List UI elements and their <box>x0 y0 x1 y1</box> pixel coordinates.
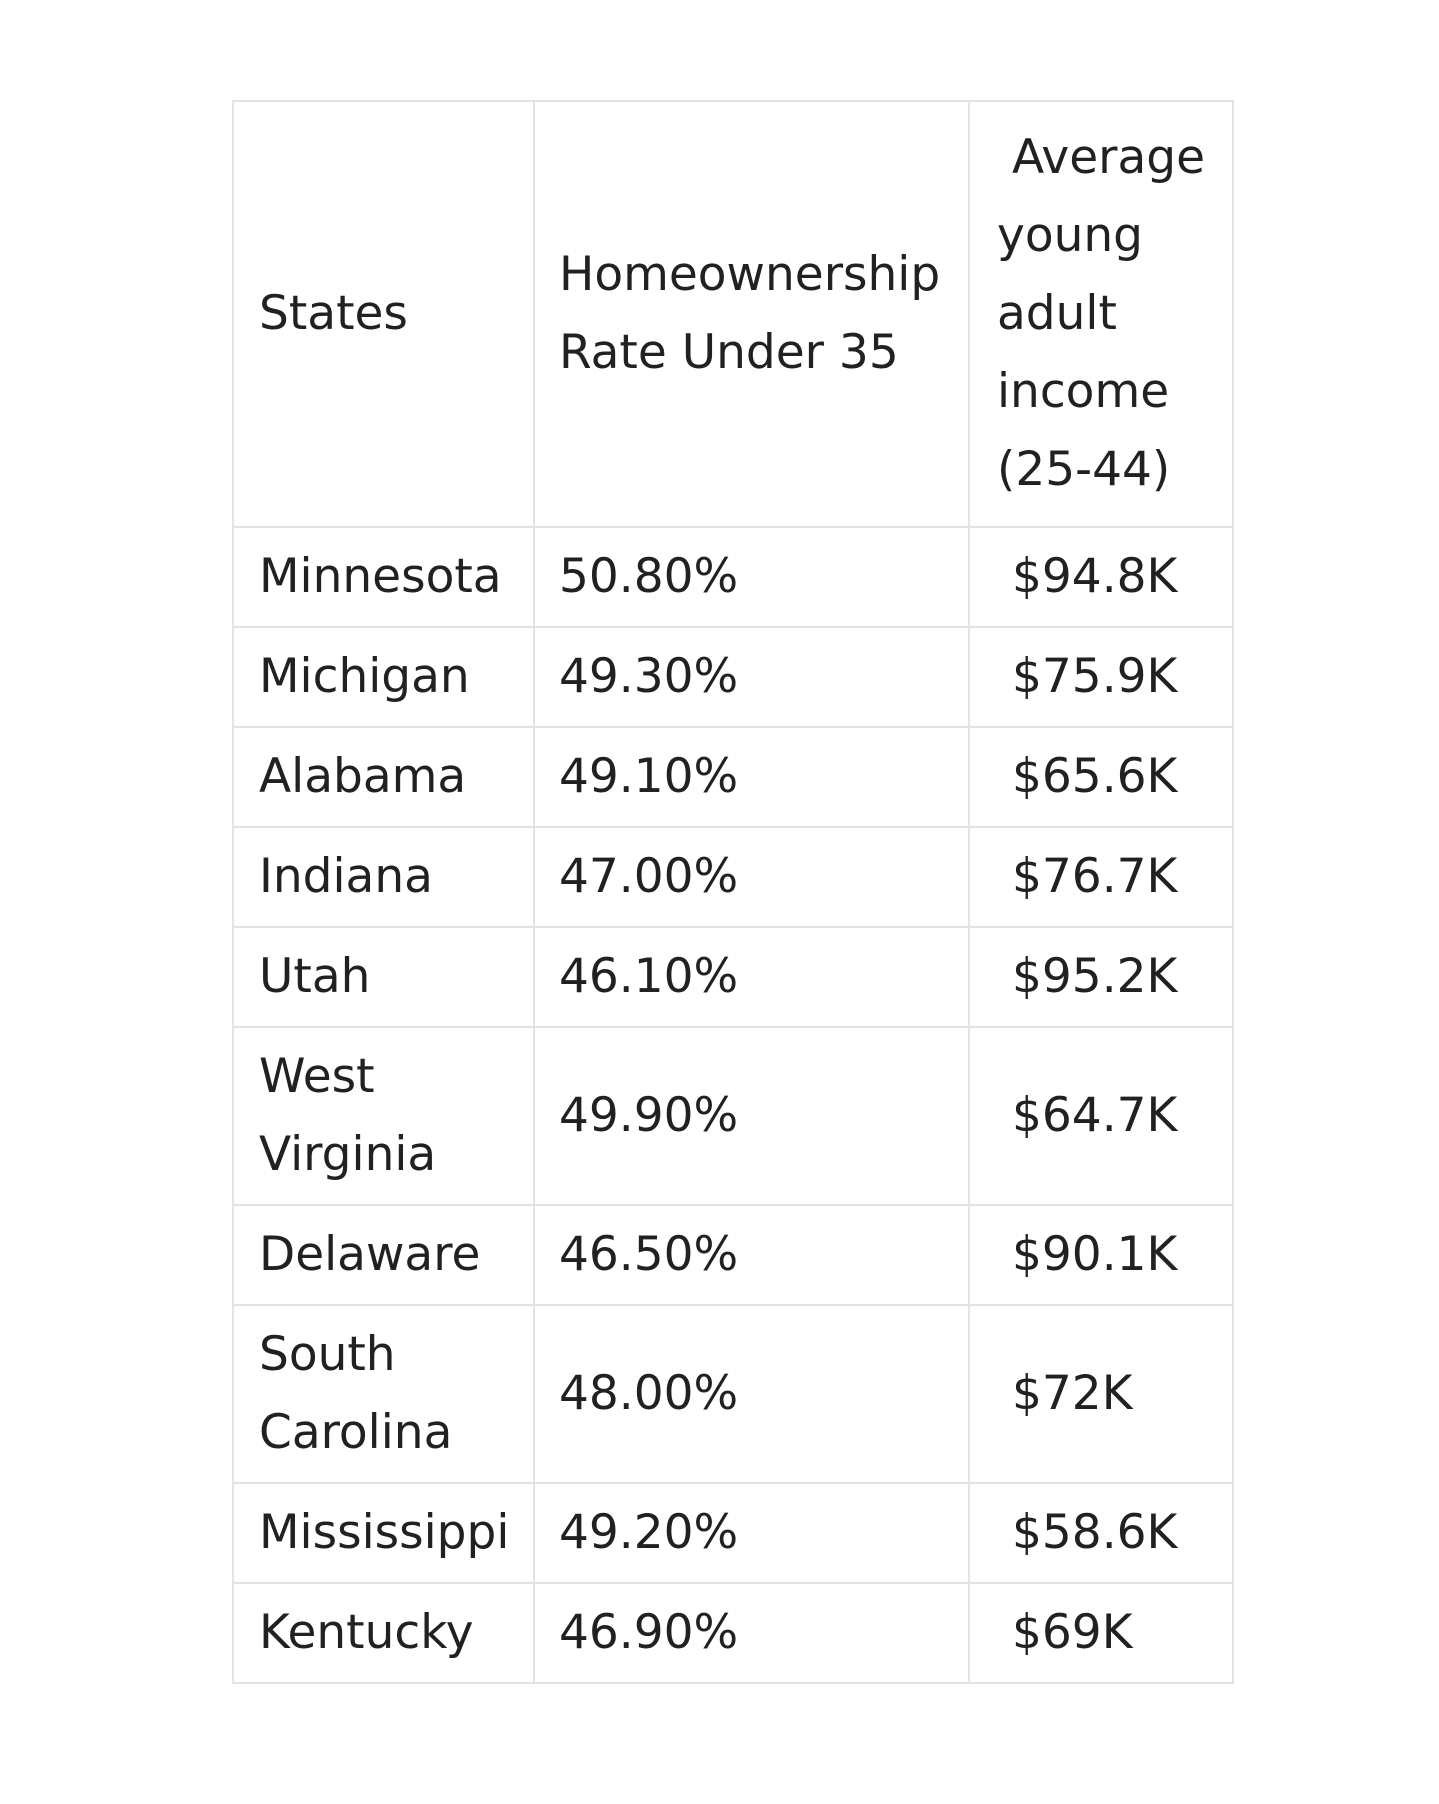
income-cell: $65.6K <box>968 726 1234 829</box>
rate-cell: 50.80% <box>533 526 970 629</box>
state-cell: Minnesota <box>232 526 535 629</box>
table-container: States Homeownership Rate Under 35 Avera… <box>232 99 1234 1685</box>
table-row: Mississippi 49.20% $58.6K <box>232 1482 1234 1585</box>
table-row: Minnesota 50.80% $94.8K <box>232 526 1234 629</box>
table-row: Alabama 49.10% $65.6K <box>232 726 1234 829</box>
rate-cell: 49.30% <box>533 626 970 729</box>
table-body: Minnesota 50.80% $94.8K Michigan 49.30% … <box>232 526 1234 1685</box>
rate-cell: 49.10% <box>533 726 970 829</box>
table-row: West Virginia 49.90% $64.7K <box>232 1026 1234 1207</box>
state-cell: Michigan <box>232 626 535 729</box>
state-cell: West Virginia <box>232 1026 535 1207</box>
state-cell: Utah <box>232 926 535 1029</box>
income-cell: $69K <box>968 1582 1234 1685</box>
state-cell: Alabama <box>232 726 535 829</box>
table-row: South Carolina 48.00% $72K <box>232 1304 1234 1485</box>
table-row: Kentucky 46.90% $69K <box>232 1582 1234 1685</box>
state-cell: Kentucky <box>232 1582 535 1685</box>
header-young-adult-income: Average young adult income (25-44) <box>968 99 1234 529</box>
table-header: States Homeownership Rate Under 35 Avera… <box>232 99 1234 529</box>
table-row: Indiana 47.00% $76.7K <box>232 826 1234 929</box>
header-homeownership-rate: Homeownership Rate Under 35 <box>533 99 970 529</box>
table-row: Delaware 46.50% $90.1K <box>232 1204 1234 1307</box>
rate-cell: 49.20% <box>533 1482 970 1585</box>
income-cell: $75.9K <box>968 626 1234 729</box>
income-cell: $95.2K <box>968 926 1234 1029</box>
state-cell: South Carolina <box>232 1304 535 1485</box>
header-states: States <box>232 99 535 529</box>
rate-cell: 48.00% <box>533 1304 970 1485</box>
table-row: Utah 46.10% $95.2K <box>232 926 1234 1029</box>
rate-cell: 49.90% <box>533 1026 970 1207</box>
state-cell: Mississippi <box>232 1482 535 1585</box>
states-homeownership-table: States Homeownership Rate Under 35 Avera… <box>232 99 1234 1685</box>
income-cell: $90.1K <box>968 1204 1234 1307</box>
table-row: Michigan 49.30% $75.9K <box>232 626 1234 729</box>
rate-cell: 47.00% <box>533 826 970 929</box>
income-cell: $64.7K <box>968 1026 1234 1207</box>
state-cell: Delaware <box>232 1204 535 1307</box>
income-cell: $72K <box>968 1304 1234 1485</box>
header-row: States Homeownership Rate Under 35 Avera… <box>232 99 1234 529</box>
income-cell: $94.8K <box>968 526 1234 629</box>
rate-cell: 46.90% <box>533 1582 970 1685</box>
income-cell: $76.7K <box>968 826 1234 929</box>
rate-cell: 46.50% <box>533 1204 970 1307</box>
income-cell: $58.6K <box>968 1482 1234 1585</box>
state-cell: Indiana <box>232 826 535 929</box>
rate-cell: 46.10% <box>533 926 970 1029</box>
